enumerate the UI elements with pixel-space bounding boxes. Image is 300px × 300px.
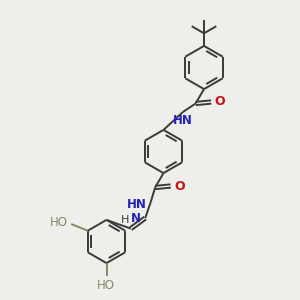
Text: H: H: [121, 215, 130, 225]
Text: HO: HO: [97, 279, 115, 292]
Text: O: O: [215, 95, 225, 109]
Text: N: N: [131, 212, 141, 225]
Text: O: O: [174, 179, 185, 193]
Text: HO: HO: [50, 216, 68, 229]
Text: HN: HN: [127, 197, 147, 211]
Text: HN: HN: [172, 114, 192, 127]
